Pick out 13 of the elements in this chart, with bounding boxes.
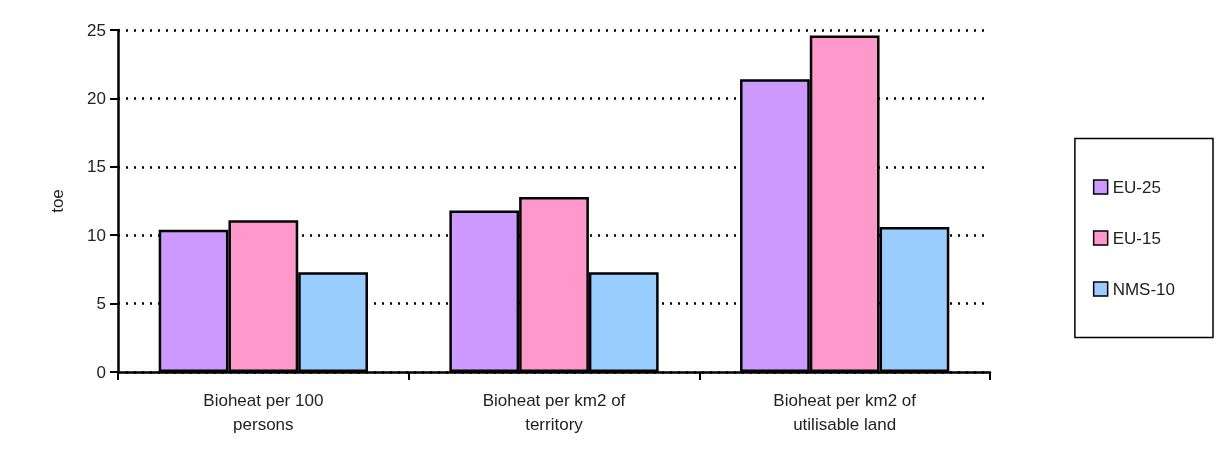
x-tick-label: Bioheat per 100 persons [203, 390, 324, 434]
y-tick-label: 20 [87, 88, 106, 108]
y-axis-title: toe [48, 189, 67, 213]
y-tick-label: 25 [87, 20, 106, 40]
legend-label: NMS-10 [1112, 279, 1176, 299]
x-tick-label: Bioheat per km2 of territory [482, 390, 626, 434]
y-tick-label: 10 [87, 225, 106, 245]
x-tick-label: Bioheat per km2 of utilisable land [773, 390, 917, 434]
y-tick-label: 0 [96, 362, 106, 382]
legend-label: EU-15 [1112, 228, 1161, 248]
y-tick-label: 5 [96, 294, 106, 314]
legend-label: EU-25 [1112, 177, 1161, 197]
y-tick-label: 15 [87, 157, 106, 177]
